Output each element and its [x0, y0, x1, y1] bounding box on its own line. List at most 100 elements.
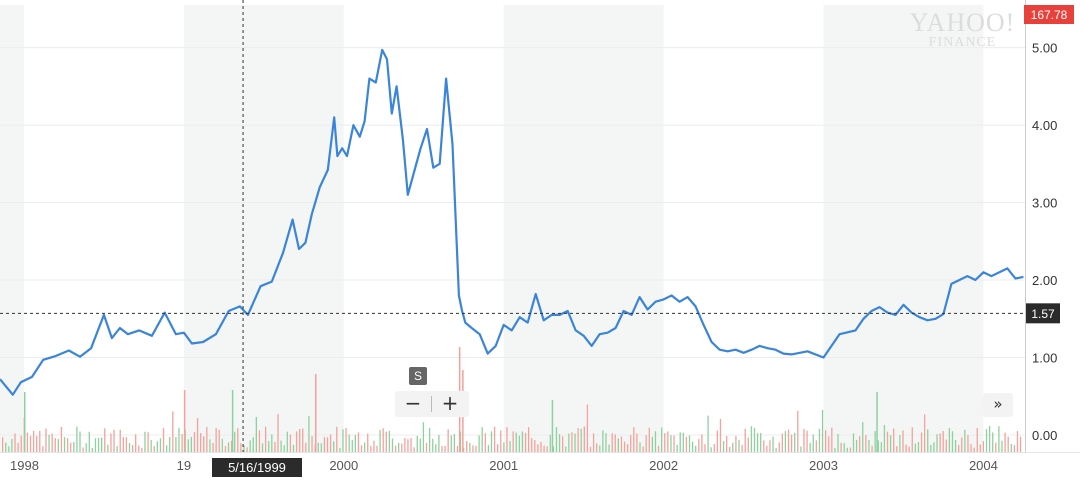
volume-bar — [345, 427, 347, 452]
volume-bar — [790, 434, 793, 452]
volume-bar — [478, 435, 480, 452]
volume-bar — [979, 444, 981, 452]
volume-bar — [549, 435, 551, 452]
volume-bar — [175, 437, 177, 452]
volume-bar — [391, 438, 394, 452]
volume-bar — [664, 433, 666, 452]
volume-bar — [11, 438, 13, 452]
volume-bar — [135, 434, 137, 452]
x-tick-label: 19 — [177, 458, 191, 473]
volume-bar — [255, 417, 258, 452]
volume-bar — [865, 435, 867, 452]
volume-bar — [113, 429, 115, 452]
volume-bar — [218, 429, 220, 452]
volume-bar — [586, 404, 589, 452]
volume-bar — [224, 446, 227, 452]
volume-bar — [326, 437, 329, 452]
watermark-line2: FINANCE — [928, 35, 997, 50]
volume-bar — [453, 434, 456, 452]
volume-bar — [36, 435, 38, 452]
volume-bar — [450, 435, 452, 452]
volume-bar — [998, 426, 1000, 452]
volume-bar — [725, 436, 728, 452]
volume-bar — [1013, 445, 1016, 452]
volume-bar — [252, 437, 254, 452]
volume-bar — [299, 428, 301, 452]
volume-bar — [305, 442, 307, 452]
volume-bar — [500, 430, 502, 452]
volume-bar — [735, 436, 737, 452]
volume-bar — [101, 437, 103, 452]
volume-bar — [772, 436, 774, 452]
volume-bar — [722, 441, 725, 452]
volume-bar — [769, 440, 771, 452]
volume-bar — [701, 434, 703, 452]
volume-bar — [568, 433, 570, 452]
volume-bar — [104, 428, 106, 452]
volume-bar — [1004, 432, 1006, 452]
volume-bar — [20, 435, 22, 452]
volume-bar — [614, 434, 616, 452]
volume-bar — [264, 426, 267, 452]
volume-bar — [713, 444, 715, 452]
volume-bar — [268, 440, 270, 452]
volume-bar — [642, 446, 644, 452]
volume-bar — [165, 445, 168, 452]
volume-bar — [91, 447, 94, 452]
zoom-separator — [431, 396, 432, 412]
volume-bar — [336, 426, 338, 452]
volume-bar — [258, 430, 261, 452]
volume-bar — [17, 442, 19, 452]
volume-bar — [521, 431, 524, 452]
volume-bar — [626, 444, 629, 452]
watermark-line1: YAHOO! — [909, 8, 1016, 37]
volume-bar — [589, 446, 592, 452]
current-price-badge — [1024, 5, 1074, 24]
volume-bar — [676, 444, 678, 452]
volume-bar — [150, 440, 152, 452]
y-tick-label: 2.00 — [1032, 273, 1057, 288]
volume-bar — [351, 439, 353, 452]
volume-bar — [571, 432, 573, 452]
volume-bar — [682, 432, 684, 452]
volume-bar — [756, 433, 759, 452]
volume-bar — [828, 436, 830, 452]
volume-bar — [487, 445, 490, 452]
volume-bar — [775, 447, 777, 452]
volume-bar — [512, 431, 514, 452]
volume-bar — [274, 441, 276, 452]
expand-chart-button[interactable]: » — [983, 393, 1013, 417]
volume-bar — [39, 430, 41, 452]
volume-bar — [153, 446, 155, 452]
volume-bar — [200, 433, 202, 452]
volume-bar — [750, 426, 753, 452]
volume-bar — [472, 445, 474, 452]
volume-bar — [905, 444, 907, 452]
year-band — [823, 5, 984, 452]
volume-bar — [747, 437, 749, 452]
split-event-marker[interactable]: S — [409, 367, 427, 385]
volume-bar — [551, 400, 554, 452]
volume-bar — [462, 447, 465, 452]
volume-bar — [623, 441, 626, 452]
volume-bar — [908, 446, 910, 452]
volume-bar — [212, 442, 214, 452]
volume-bar — [874, 431, 876, 452]
zoom-in-button[interactable]: + — [441, 391, 459, 415]
volume-bar — [1016, 431, 1019, 452]
volume-bar — [976, 427, 978, 452]
volume-bar — [475, 445, 477, 452]
volume-bar — [144, 431, 146, 452]
volume-bar — [936, 434, 938, 452]
volume-bar — [509, 441, 511, 452]
volume-bar — [484, 433, 486, 452]
volume-bar — [367, 433, 369, 452]
volume-bar — [639, 442, 641, 452]
zoom-out-button[interactable]: − — [404, 391, 422, 415]
volume-bar — [23, 392, 26, 452]
volume-bar — [1001, 440, 1003, 452]
volume-bar — [667, 431, 669, 452]
volume-bar — [716, 430, 718, 452]
x-tick-label: 2003 — [809, 458, 838, 473]
